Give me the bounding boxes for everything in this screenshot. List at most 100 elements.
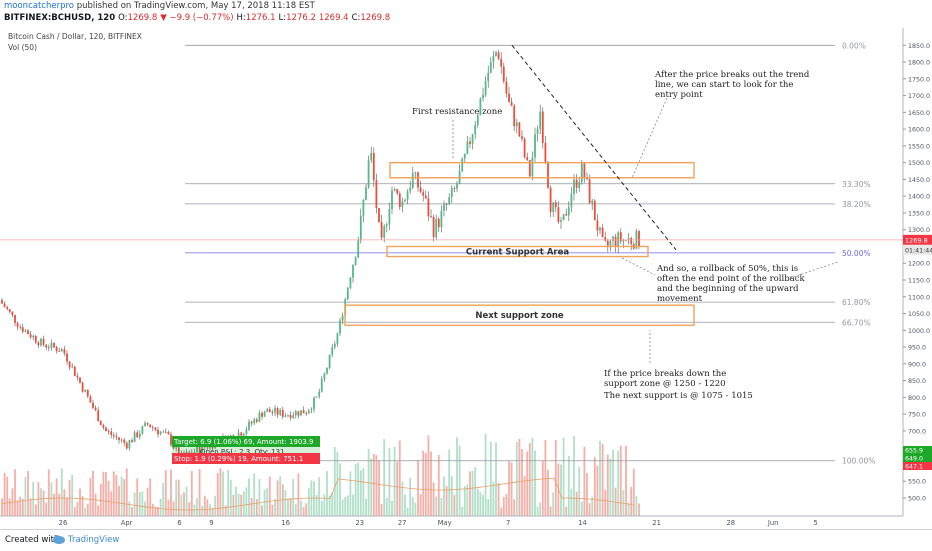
candle-body — [120, 439, 123, 441]
volume-bar — [214, 495, 217, 516]
volume-bar — [248, 478, 250, 516]
candle-body — [471, 134, 474, 144]
volume-bar — [284, 490, 287, 516]
volume-bar — [76, 502, 79, 516]
rollback-note: And so, a rollback of 50%, this is often… — [657, 264, 805, 304]
candle-body — [378, 208, 380, 223]
candle-body — [144, 423, 146, 427]
candle-body — [622, 239, 625, 242]
candle-body — [193, 451, 196, 454]
candle-body — [510, 101, 513, 106]
price-chart[interactable]: 0.00% 33.30% 38.20% 50.00% 61.80% 66.70% 100.0… — [0, 0, 932, 529]
publish-info: published on TradingView.com, May 17, 20… — [76, 1, 315, 11]
volume-bar — [125, 468, 128, 516]
volume-bar — [120, 476, 123, 516]
candle-body — [284, 415, 287, 417]
time-tick-label: May — [438, 519, 452, 527]
volume-bar — [539, 502, 542, 516]
volume-bar — [42, 490, 45, 516]
candle-body — [167, 431, 170, 435]
tradingview-brand-link[interactable]: TradingView — [68, 535, 120, 545]
volume-bar — [476, 488, 479, 516]
volume-bar — [198, 468, 201, 516]
volume-bar — [242, 491, 245, 516]
volume-bar — [141, 491, 144, 516]
candle-body — [531, 157, 534, 177]
candle-body — [580, 163, 583, 182]
candle-body — [138, 433, 141, 438]
volume-bar — [99, 483, 102, 516]
volume-bar — [458, 445, 461, 516]
volume-bar — [300, 500, 302, 516]
candle-body — [50, 342, 53, 349]
volume-bar — [518, 438, 521, 516]
candle-body — [141, 426, 144, 434]
volume-bar — [107, 480, 110, 516]
candle-body — [578, 181, 581, 188]
candle-body — [102, 425, 105, 428]
volume-bar — [219, 468, 222, 516]
volume-bar — [305, 503, 308, 516]
time-tick-label: 23 — [355, 519, 364, 527]
candle-body — [253, 419, 256, 424]
candle-body — [40, 338, 42, 346]
volume-bar — [414, 502, 417, 516]
price-tick-label: 1350.0 — [908, 210, 930, 217]
candle-body — [42, 338, 45, 345]
volume-bar — [128, 501, 131, 516]
volume-bar — [32, 481, 35, 516]
candle-body — [365, 187, 367, 200]
volume-bar — [362, 468, 365, 516]
position-price-tag — [903, 462, 932, 470]
time-tick-label: 27 — [398, 519, 407, 527]
candle-body — [73, 366, 76, 376]
volume-bar — [55, 478, 58, 516]
candle-body — [175, 447, 178, 449]
author-link[interactable]: mooncatcherpro — [4, 1, 74, 11]
candle-body — [14, 314, 16, 323]
candle-body — [354, 257, 357, 265]
volume-bar — [123, 479, 126, 516]
price-tick-label: 700.0 — [908, 428, 926, 435]
volume-bar — [170, 469, 172, 516]
candle-body — [8, 309, 11, 312]
candle-body — [601, 227, 604, 238]
volume-bar — [627, 502, 630, 516]
candle-body — [424, 195, 427, 199]
candle-body — [21, 327, 24, 332]
fib-label: 0.00% — [842, 41, 866, 50]
volume-bar — [115, 474, 118, 516]
breakout-note: After the price breaks out the trend lin… — [655, 70, 809, 100]
volume-bar — [34, 504, 37, 516]
volume-bar — [521, 449, 523, 516]
time-tick-label: Jun — [767, 519, 779, 527]
volume-bar — [320, 500, 323, 516]
volume-bar — [593, 457, 596, 516]
candle-body — [266, 409, 269, 412]
volume-bar — [237, 493, 240, 516]
volume-bar — [461, 506, 464, 516]
rollback-line-4: movement — [657, 294, 702, 304]
volume-bar — [190, 471, 193, 516]
fib-label: 61.80% — [842, 298, 871, 307]
candle-body — [549, 187, 552, 212]
candle-body — [177, 447, 180, 459]
volume-bar — [201, 505, 204, 516]
volume-bar — [393, 446, 396, 516]
candle-body — [593, 200, 596, 221]
candle-body — [24, 330, 27, 332]
volume-bar — [365, 498, 367, 516]
volume-bar — [227, 470, 230, 516]
price-tick-label: 1100.0 — [908, 294, 930, 301]
volume-bar — [424, 453, 427, 516]
next-support-zone-label: Next support zone — [475, 311, 564, 321]
volume-bar — [258, 478, 261, 516]
candle-body — [276, 408, 279, 415]
candle-body — [430, 216, 432, 217]
candle-body — [573, 179, 575, 194]
rollback-line-3: and the beginning of the upward — [657, 284, 799, 294]
downtrend-line — [511, 44, 677, 251]
volume-bar — [315, 494, 318, 516]
volume-bar — [404, 494, 406, 516]
candle-body — [609, 240, 612, 246]
